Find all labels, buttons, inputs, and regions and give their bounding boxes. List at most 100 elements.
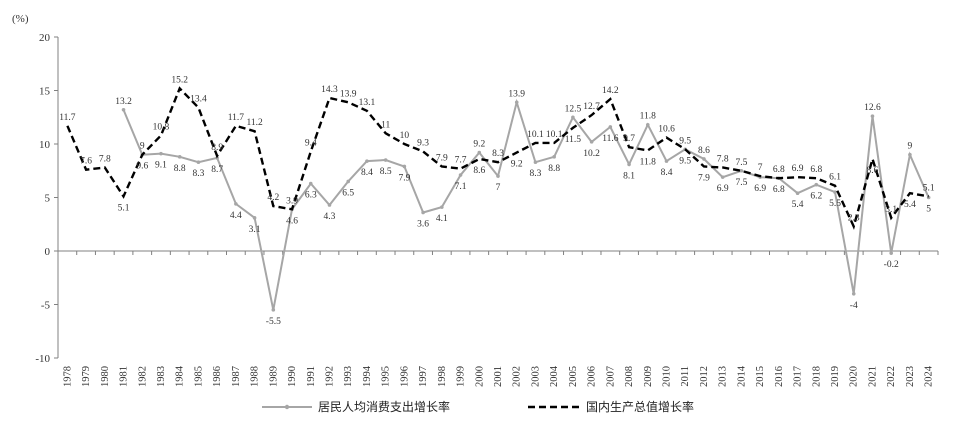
- x-tick-label: 2011: [680, 366, 691, 387]
- y-tick-label: -5: [41, 300, 51, 312]
- data-label-consumption: 11.8: [640, 112, 657, 122]
- legend-consumption-label: 居民人均消费支出增长率: [318, 399, 450, 414]
- series-consumption-point: [608, 125, 613, 129]
- x-tick-label: 2014: [736, 365, 747, 387]
- data-label-consumption: -4: [850, 301, 858, 311]
- y-tick-label: 15: [39, 86, 51, 98]
- data-label-consumption: 5.5: [829, 199, 841, 209]
- data-label-gdp: 9.4: [305, 138, 317, 148]
- data-label-gdp: 9.6: [136, 162, 148, 172]
- x-tick-label: 2023: [905, 366, 916, 387]
- x-tick-label: 1990: [287, 366, 298, 387]
- series-consumption-point: [177, 155, 182, 159]
- x-tick-label: 1984: [175, 365, 186, 387]
- data-label-consumption: 6.3: [305, 191, 317, 201]
- data-label-gdp: 4.2: [267, 193, 279, 203]
- series-consumption-point: [533, 160, 538, 164]
- data-label-gdp: 11.7: [59, 113, 76, 123]
- x-tick-label: 1998: [437, 366, 448, 387]
- data-label-consumption: 9.2: [473, 140, 485, 150]
- y-axis-label: (%): [12, 13, 29, 25]
- x-tick-label: 2012: [699, 366, 710, 387]
- data-label-consumption: 5: [926, 205, 931, 215]
- data-label-consumption: 8.4: [661, 168, 673, 178]
- data-label-consumption: 4.3: [324, 212, 336, 222]
- series-consumption-point: [402, 164, 407, 169]
- data-label-gdp: 10.1: [546, 130, 563, 140]
- series-consumption-point: [795, 191, 800, 196]
- series-consumption-point: [926, 195, 931, 200]
- data-label-gdp: 8.9: [211, 143, 223, 153]
- data-label-consumption: 3.9: [286, 196, 298, 206]
- x-tick-label: 2000: [474, 366, 485, 387]
- series-consumption-point: [851, 292, 856, 296]
- series-consumption-point: [383, 158, 388, 162]
- series-consumption-point: [889, 251, 893, 255]
- data-label-consumption: 4.1: [436, 214, 448, 224]
- x-tick-label: 1994: [362, 365, 373, 387]
- x-tick-label: 1982: [137, 366, 148, 387]
- data-label-consumption: 13.9: [508, 89, 525, 99]
- series-consumption-point: [271, 308, 276, 312]
- data-label-gdp: 9.7: [623, 134, 635, 144]
- data-label-gdp: 13.9: [340, 89, 357, 99]
- data-label-consumption: 7.9: [398, 173, 410, 183]
- data-label-consumption: 8.3: [192, 169, 204, 179]
- data-label-gdp: 7: [758, 163, 763, 173]
- x-tick-label: 2016: [774, 366, 785, 387]
- data-label-consumption: 12.6: [864, 103, 881, 113]
- x-tick-label: 1999: [456, 366, 467, 387]
- data-label-gdp: 4.6: [286, 216, 298, 226]
- data-label-consumption: 10.2: [583, 149, 600, 159]
- series-consumption-point: [440, 205, 444, 209]
- x-tick-label: 1987: [231, 366, 242, 387]
- data-label-consumption: 8.8: [548, 164, 560, 174]
- series-consumption-point: [365, 159, 369, 163]
- x-tick-label: 2004: [549, 365, 560, 387]
- y-tick-label: 10: [39, 139, 51, 151]
- series-consumption-point: [908, 152, 912, 157]
- data-label-gdp: 15.2: [171, 75, 188, 85]
- data-label-gdp: 7.6: [80, 157, 92, 167]
- data-label-consumption: 8.3: [530, 169, 542, 179]
- series-consumption-line: [122, 98, 930, 311]
- data-label-gdp: 11.5: [565, 135, 582, 145]
- series-consumption-point: [514, 100, 519, 105]
- data-label-gdp: 11.2: [246, 118, 263, 128]
- series-consumption-point: [346, 179, 351, 184]
- data-label-consumption: 8.5: [380, 167, 392, 177]
- series-consumption-point: [664, 159, 669, 163]
- series-consumption-point: [477, 150, 482, 155]
- x-tick-label: 2002: [512, 366, 523, 387]
- x-tick-label: 1995: [381, 366, 392, 387]
- series-consumption-point: [702, 157, 706, 161]
- series-consumption-point: [645, 122, 650, 127]
- data-label-gdp: 2.3: [848, 213, 860, 223]
- x-tick-label: 2003: [530, 366, 541, 387]
- data-label-consumption: 9: [908, 142, 913, 152]
- data-label-consumption: 4.4: [230, 211, 242, 221]
- data-labels: 11.7 7.6 7.8 13.2 5.1 9 9.6 10.8 9.1 15.2 8.8 13.4 8…: [59, 75, 935, 326]
- series-consumption-point: [552, 155, 556, 159]
- legend: 居民人均消费支出增长率 国内生产总值增长率: [262, 399, 694, 414]
- data-label-gdp: 5.1: [118, 203, 130, 213]
- data-label-consumption: 13.2: [115, 97, 132, 107]
- series-consumption-point: [870, 114, 875, 118]
- series-consumption-point: [458, 173, 463, 177]
- x-tick-label: 2022: [886, 366, 897, 387]
- data-label-consumption: 8.6: [698, 146, 710, 156]
- x-tick-label: 2020: [849, 366, 860, 387]
- data-label-gdp: 10.1: [527, 130, 544, 140]
- data-label-gdp: 7.8: [99, 155, 111, 165]
- data-label-consumption: 6.5: [342, 188, 354, 198]
- data-label-consumption: 8.1: [623, 171, 635, 181]
- series-consumption-point: [720, 175, 725, 179]
- series-layer: [66, 86, 931, 312]
- data-label-consumption: 9.1: [155, 161, 167, 171]
- series-consumption-point: [627, 162, 631, 167]
- data-label-gdp: 5.4: [904, 200, 916, 210]
- data-label-consumption: -0.2: [884, 260, 899, 270]
- data-label-consumption: 7: [496, 183, 501, 193]
- data-label-gdp: 12.7: [583, 102, 600, 112]
